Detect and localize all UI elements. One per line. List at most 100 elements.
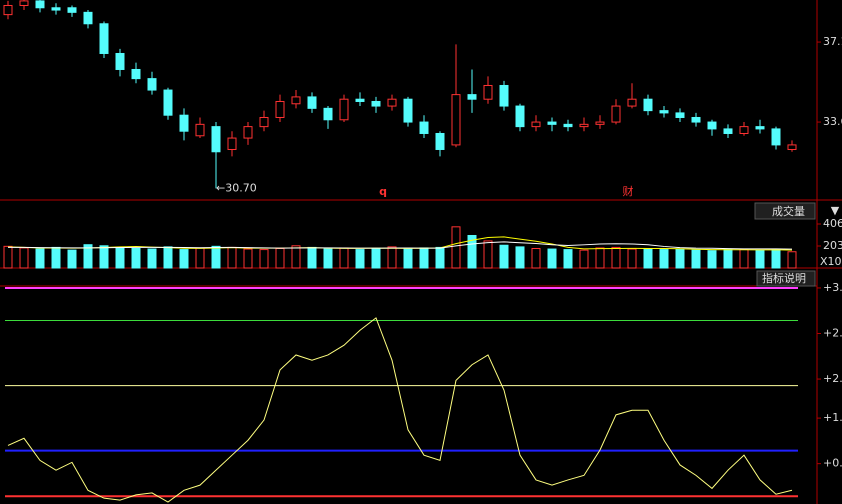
ma-line xyxy=(8,241,793,250)
volume-bar xyxy=(307,246,317,269)
candle-body xyxy=(227,137,237,150)
candle-body xyxy=(467,94,477,100)
candle-body xyxy=(179,114,189,132)
volume-bar xyxy=(451,226,461,269)
volume-bar xyxy=(339,247,349,269)
volume-bar xyxy=(675,248,685,269)
candle-body xyxy=(307,96,317,109)
volume-bar xyxy=(515,246,525,269)
candle-body xyxy=(403,98,413,123)
volume-bar xyxy=(227,246,237,269)
volume-bar xyxy=(195,247,205,269)
volume-bar xyxy=(627,248,637,269)
candle-body xyxy=(547,121,557,125)
candle-body xyxy=(451,94,461,146)
volume-bar xyxy=(323,248,333,269)
candle-body xyxy=(19,0,29,6)
dropdown[interactable]: ▼ xyxy=(831,204,840,217)
volume-bar xyxy=(771,249,781,269)
volume-bar xyxy=(67,249,77,269)
indicator-line xyxy=(7,317,793,503)
candle-body xyxy=(339,98,349,121)
candle-body xyxy=(499,84,509,107)
candle-body xyxy=(83,11,93,25)
candle-body xyxy=(707,121,717,130)
volume-bar xyxy=(739,248,749,269)
volume-bar xyxy=(611,246,621,269)
candle-body xyxy=(51,7,61,11)
volume-bar xyxy=(387,246,397,269)
volume-bar xyxy=(163,246,173,269)
button[interactable] xyxy=(754,202,816,220)
volume-bar xyxy=(723,249,733,269)
candle-body xyxy=(691,116,701,123)
volume-bar xyxy=(659,249,669,269)
y-tick-label: +3.5 xyxy=(823,281,842,294)
candle-body xyxy=(611,105,621,123)
y-tick-label: 37.1 xyxy=(823,35,842,48)
unit-label: X10 xyxy=(820,255,842,268)
candle-body xyxy=(739,126,749,134)
volume-bar xyxy=(787,251,797,269)
volume-bar xyxy=(99,245,109,269)
candle-body xyxy=(787,144,797,150)
y-tick-label: 406 xyxy=(823,217,842,230)
candle-body xyxy=(419,121,429,134)
volume-bar xyxy=(291,245,301,269)
button[interactable] xyxy=(756,270,816,287)
volume-bar xyxy=(563,249,573,269)
volume-bar xyxy=(595,247,605,269)
candle-body xyxy=(3,4,13,16)
candle-body xyxy=(163,89,173,116)
candle-body xyxy=(99,23,109,54)
candle-body xyxy=(291,96,301,105)
y-tick-label: +2.1 xyxy=(823,372,842,385)
volume-bar xyxy=(259,249,269,269)
candle-body xyxy=(195,123,205,137)
volume-bar xyxy=(467,234,477,269)
candle-body xyxy=(531,121,541,128)
candle-body xyxy=(131,68,141,80)
candle-body xyxy=(755,126,765,130)
candle-body xyxy=(115,52,125,70)
volume-bar xyxy=(131,247,141,269)
candle-body xyxy=(275,100,285,118)
volume-bar xyxy=(435,246,445,269)
volume-bar xyxy=(51,246,61,269)
candle-body xyxy=(579,123,589,128)
candle-body xyxy=(35,0,45,9)
button-label[interactable]: 成交量 xyxy=(772,204,805,218)
candle-body xyxy=(355,98,365,102)
candle-body xyxy=(211,126,221,153)
candle-body xyxy=(515,105,525,128)
volume-bar xyxy=(35,248,45,269)
candle-body xyxy=(483,84,493,100)
candle-body xyxy=(723,128,733,134)
candle-body xyxy=(323,107,333,121)
volume-bar xyxy=(371,247,381,269)
candle-body xyxy=(595,121,605,125)
volume-bar xyxy=(275,247,285,269)
volume-bar xyxy=(531,247,541,269)
y-tick-label: +2.8 xyxy=(823,327,842,340)
candle-body xyxy=(643,98,653,112)
y-tick-label: +1.5 xyxy=(823,411,842,424)
volume-bar xyxy=(179,249,189,269)
marker: 财 xyxy=(623,184,634,198)
volume-bar xyxy=(579,249,589,269)
y-tick-label: 33.6 xyxy=(823,115,842,128)
candle-body xyxy=(259,116,269,128)
volume-bar xyxy=(691,249,701,269)
candle-body xyxy=(627,98,637,107)
annotation: ←30.70 xyxy=(216,181,257,194)
button-label[interactable]: 指标说明 xyxy=(762,271,806,285)
candle-body xyxy=(675,112,685,118)
candle-body xyxy=(387,98,397,107)
candle-body xyxy=(147,78,157,91)
candle-body xyxy=(371,100,381,107)
volume-bar xyxy=(403,248,413,269)
volume-bar xyxy=(547,248,557,269)
volume-bar xyxy=(499,244,509,269)
volume-bar xyxy=(115,246,125,269)
